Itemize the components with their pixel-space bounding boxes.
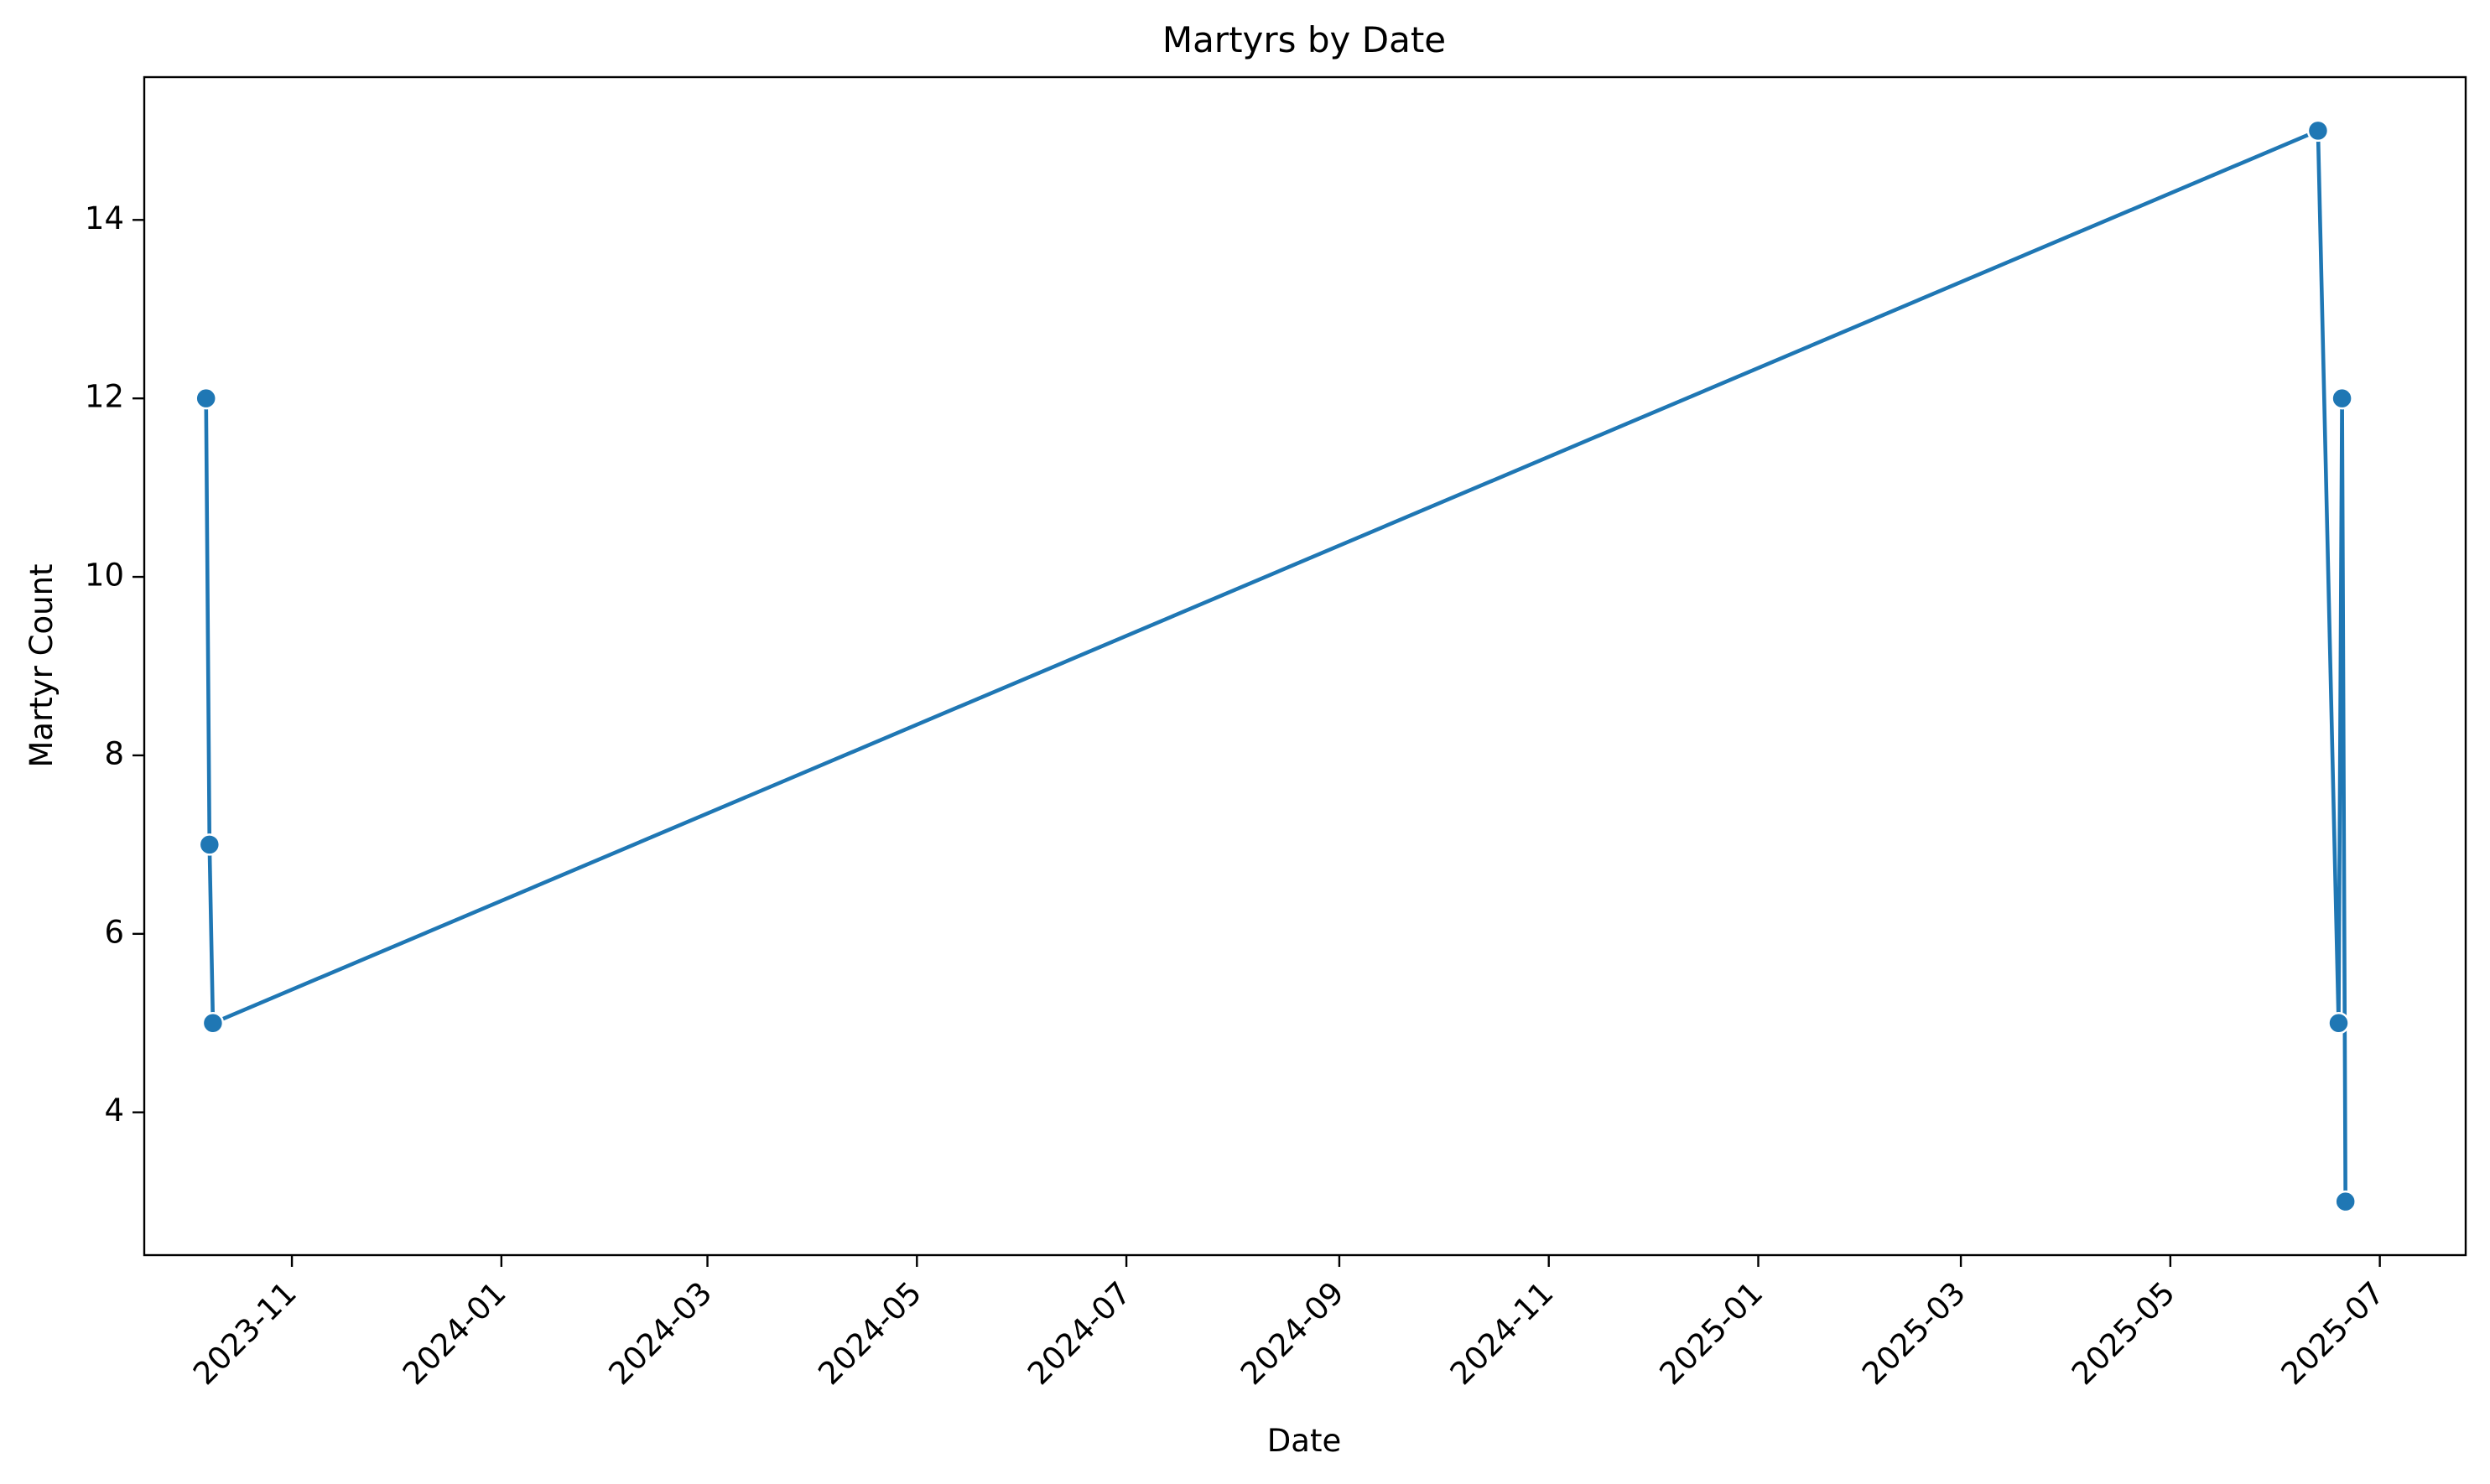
data-point [198, 833, 221, 856]
data-point [2331, 387, 2353, 410]
data-point [2327, 1012, 2350, 1035]
y-tick-label: 12 [85, 379, 124, 415]
y-axis-ticks: 4 6 8 10 12 14 [85, 200, 144, 1129]
y-axis-label: Martyr Count [23, 563, 60, 767]
y-tick-label: 4 [104, 1092, 124, 1129]
data-point [2334, 1190, 2357, 1213]
chart-title: Martyrs by Date [1162, 19, 1446, 60]
y-tick-label: 6 [104, 914, 124, 950]
data-point [2306, 119, 2330, 143]
data-point [201, 1012, 225, 1035]
plot-frame [143, 75, 2467, 1257]
data-point [195, 387, 217, 410]
x-axis-label: Date [1267, 1423, 1341, 1459]
series-layer [195, 119, 2357, 1213]
y-tick-label: 8 [104, 735, 124, 771]
y-tick-label: 10 [85, 558, 124, 594]
y-tick-label: 14 [85, 200, 124, 236]
